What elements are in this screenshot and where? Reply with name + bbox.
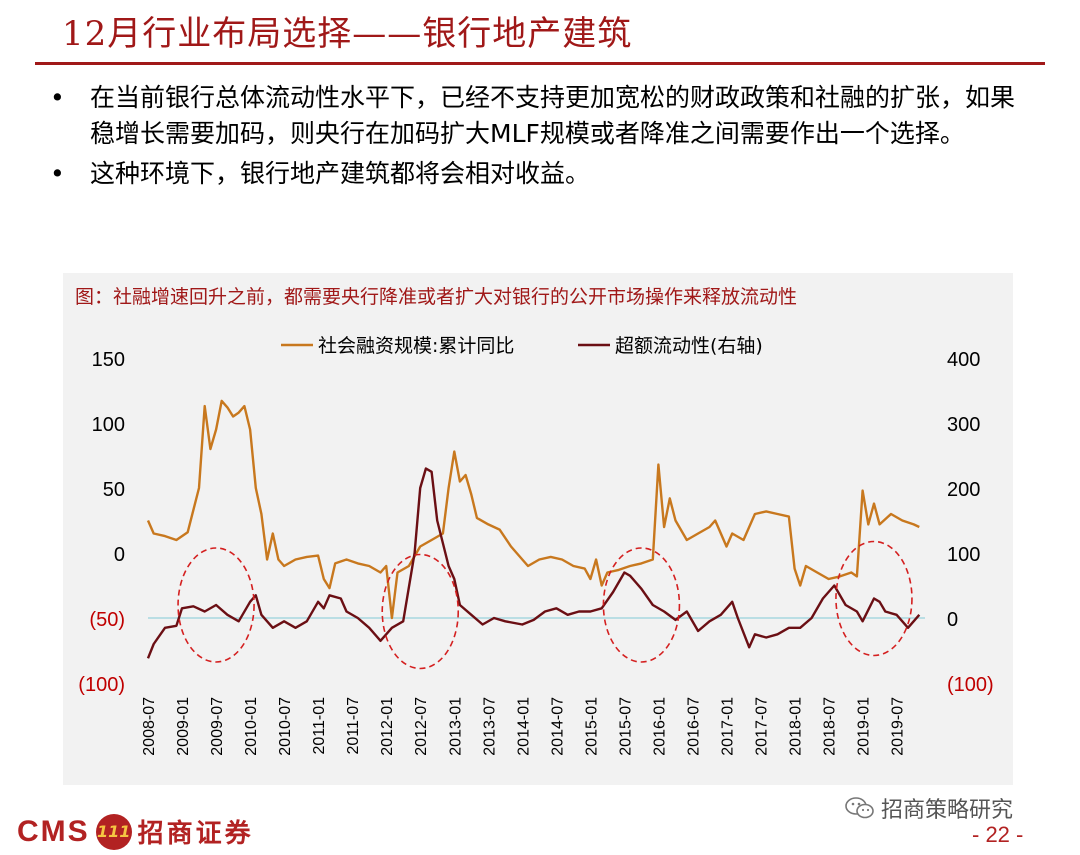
right-axis-tick-label: 0 [947, 609, 958, 631]
cms-logo-text: CMS [17, 814, 90, 848]
bullet-list: • 在当前银行总体流动性水平下，已经不支持更加宽松的财政政策和社融的扩张，如果稳… [50, 80, 1030, 196]
company-logo: CMS 111 招商证券 [17, 813, 254, 850]
bullet-text: 这种环境下，银行地产建筑都将会相对收益。 [90, 159, 591, 188]
wechat-account-name: 招商策略研究 [881, 798, 1014, 823]
x-axis-tick-label: 2018-07 [822, 697, 839, 756]
x-axis-tick-label: 2013-01 [447, 697, 464, 756]
wechat-icon [845, 797, 874, 819]
chart: 图：社融增速回升之前，都需要央行降准或者扩大对银行的公开市场操作来释放流动性 15… [75, 286, 994, 756]
x-axis-tick-label: 2017-07 [754, 697, 771, 756]
x-axis-tick-label: 2010-01 [243, 697, 260, 756]
x-axis-tick-label: 2011-07 [345, 697, 362, 755]
left-axis-tick-label: 50 [103, 479, 125, 501]
wechat-watermark: 招商策略研究 [845, 792, 1013, 824]
x-axis-tick-label: 2015-01 [583, 697, 600, 756]
chart-title: 图：社融增速回升之前，都需要央行降准或者扩大对银行的公开市场操作来释放流动性 [75, 286, 797, 308]
highlight-ellipse [602, 547, 681, 663]
bullet-text: 在当前银行总体流动性水平下，已经不支持更加宽松的财政政策和社融的扩张，如果稳增长… [90, 83, 1016, 148]
x-axis-tick-label: 2008-07 [141, 697, 158, 756]
series-line-excess-liquidity [146, 467, 921, 659]
brand-name: 招商证券 [137, 819, 254, 849]
x-axis-tick-label: 2010-07 [277, 697, 294, 756]
bullet-item: • 这种环境下，银行地产建筑都将会相对收益。 [50, 156, 1030, 192]
bullet-dot: • [50, 159, 65, 188]
left-axis-tick-label: 0 [114, 544, 125, 566]
x-axis-tick-label: 2013-07 [481, 697, 498, 756]
left-axis-tick-label: 100 [92, 414, 125, 436]
x-axis-tick-label: 2014-01 [515, 697, 532, 756]
right-axis-tick-label: 100 [947, 544, 980, 566]
left-axis-tick-label: (50) [89, 609, 125, 631]
highlight-ellipse [835, 540, 913, 657]
x-axis-tick-label: 2009-01 [175, 697, 192, 756]
left-axis-tick-label: 150 [92, 349, 125, 371]
x-axis-tick-label: 2019-01 [856, 697, 873, 756]
chart-panel: 图：社融增速回升之前，都需要央行降准或者扩大对银行的公开市场操作来释放流动性 15… [63, 273, 1013, 785]
x-axis-tick-label: 2011-01 [311, 697, 328, 755]
x-axis-tick-label: 2016-01 [651, 697, 668, 756]
right-axis-tick-label: 400 [947, 349, 980, 371]
right-axis-tick-label: (100) [947, 674, 994, 696]
x-axis-tick-label: 2018-01 [788, 697, 805, 756]
logo-emblem-icon: 111 [95, 813, 132, 850]
right-axis-tick-label: 300 [947, 414, 980, 436]
legend-label: 社会融资规模:累计同比 [318, 335, 514, 357]
x-axis-tick-label: 2015-07 [617, 697, 634, 756]
page-title: 12月行业布局选择——银行地产建筑 [62, 14, 633, 54]
x-axis-tick-label: 2009-07 [209, 697, 226, 756]
x-axis-tick-label: 2014-07 [549, 697, 566, 756]
x-axis-tick-label: 2016-07 [685, 697, 702, 756]
highlight-ellipse [381, 553, 460, 670]
legend-label: 超额流动性(右轴) [615, 335, 763, 357]
left-axis-tick-label: (100) [78, 674, 125, 696]
x-axis-tick-label: 2012-01 [379, 697, 396, 756]
series-line-social-financing [146, 399, 920, 620]
title-underline [35, 62, 1045, 65]
bullet-item: • 在当前银行总体流动性水平下，已经不支持更加宽松的财政政策和社融的扩张，如果稳… [50, 80, 1030, 152]
right-axis-tick-label: 200 [947, 479, 980, 501]
bullet-dot: • [50, 83, 65, 112]
x-axis-tick-label: 2017-01 [719, 697, 736, 756]
x-axis-tick-label: 2019-07 [890, 697, 907, 756]
x-axis-tick-label: 2012-07 [413, 697, 430, 756]
highlight-ellipse [177, 547, 255, 663]
page-number: - 22 - [972, 822, 1024, 847]
